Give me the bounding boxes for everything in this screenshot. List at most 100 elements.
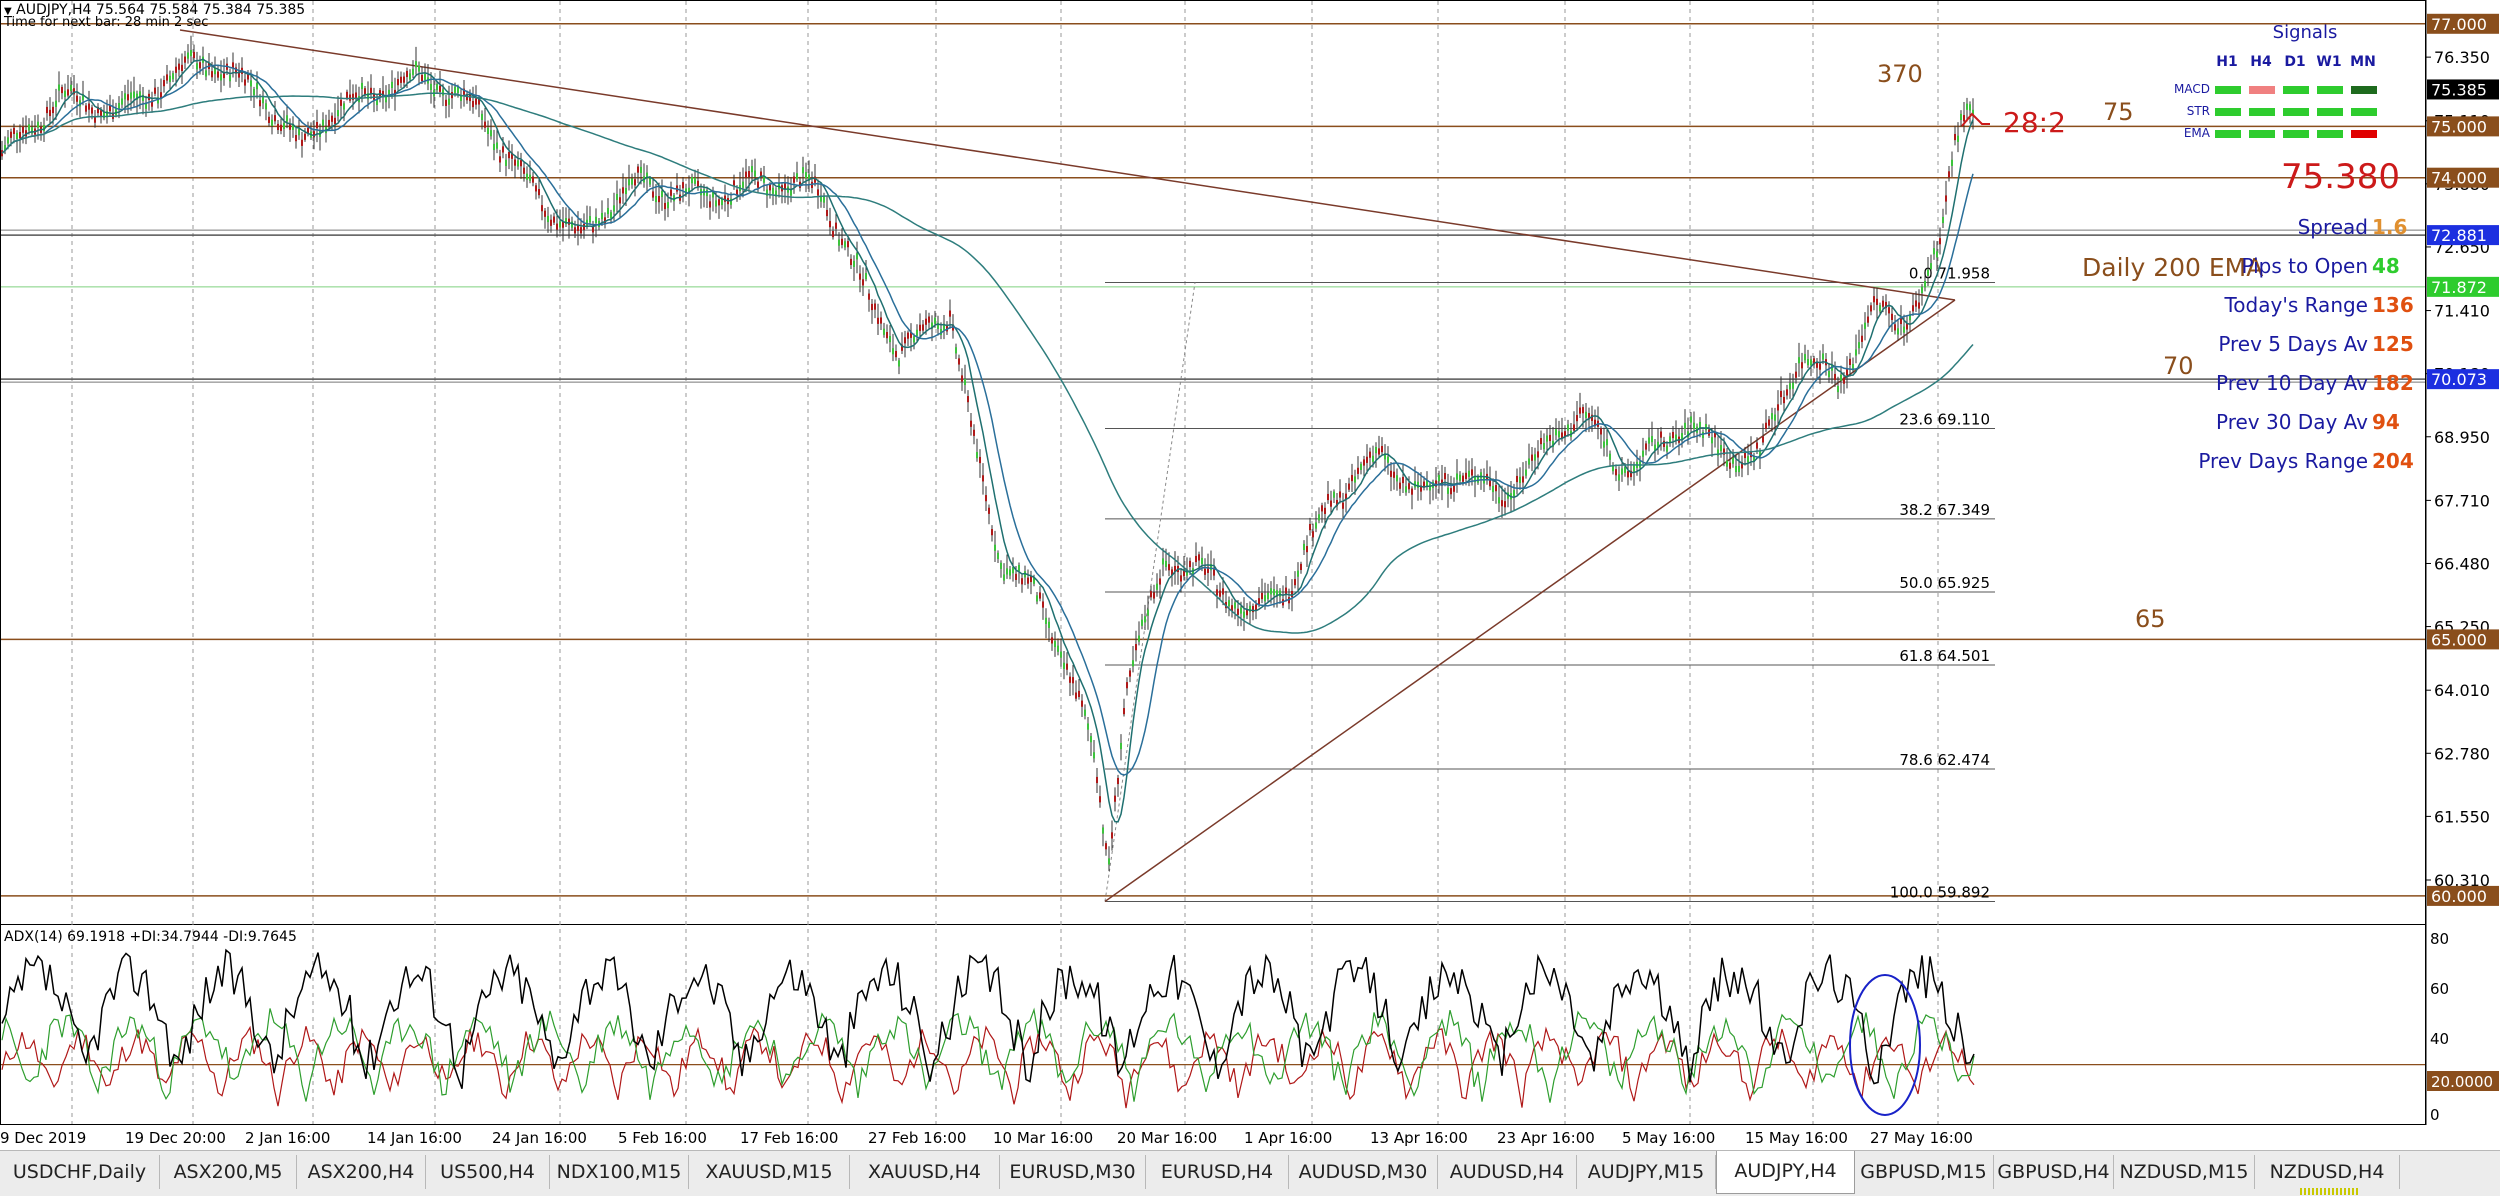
- time-tick-label: 2 Jan 16:00: [245, 1129, 330, 1147]
- chart-tab[interactable]: AUDJPY,M15: [1577, 1155, 1716, 1189]
- vertical-grid: [71, 1, 1939, 1124]
- candle-body: [664, 202, 666, 210]
- signal-cell: [2249, 86, 2275, 94]
- chart-tab[interactable]: NDX100,M15: [550, 1155, 689, 1189]
- price-level-label: 75.385: [2431, 80, 2487, 99]
- candle-body: [1648, 437, 1650, 444]
- candle-body: [1051, 637, 1053, 644]
- candle-body: [520, 160, 522, 167]
- adx-indicator: ADX(14) 69.1918 +DI:34.7944 -DI:9.7645 80…: [1, 929, 2499, 1124]
- candle-body: [1945, 195, 1947, 202]
- candle-body: [409, 73, 411, 80]
- fib-level-label: 100.0 59.892: [1890, 883, 1990, 901]
- chart-tab[interactable]: AUDJPY,H4: [1716, 1151, 1855, 1194]
- candle-body: [1909, 314, 1911, 321]
- highlight-ellipse[interactable]: [1849, 974, 1921, 1116]
- time-tick-label: 20 Mar 16:00: [1117, 1129, 1217, 1147]
- chart-tab[interactable]: XAUUSD,H4: [850, 1155, 1000, 1189]
- chart-tab[interactable]: EURUSD,H4: [1146, 1155, 1289, 1189]
- candle-body: [142, 94, 144, 101]
- candle-body: [406, 70, 408, 78]
- chart-tab[interactable]: GBPUSD,M15: [1854, 1155, 1994, 1189]
- candle-body: [934, 317, 936, 324]
- candle-body: [412, 68, 414, 75]
- signal-cell: [2249, 130, 2275, 138]
- candle-body: [1396, 475, 1398, 482]
- candle-body: [1585, 411, 1587, 418]
- candle-body: [1159, 578, 1161, 585]
- candle-body: [466, 94, 468, 101]
- candle-body: [298, 129, 300, 136]
- candle-body: [1948, 171, 1950, 178]
- chart-tab[interactable]: XAUUSD,M15: [689, 1155, 850, 1189]
- descending-trend-line[interactable]: [179, 29, 1956, 301]
- chart-tab[interactable]: ASX200,H4: [297, 1155, 426, 1189]
- candle-body: [1021, 578, 1023, 585]
- candle-body: [277, 123, 279, 131]
- candle-body: [958, 358, 960, 365]
- candle-body: [514, 159, 516, 166]
- candle-body: [139, 91, 141, 98]
- candle-body: [388, 89, 390, 96]
- candle-body: [307, 127, 309, 134]
- time-tick-label: 19 Dec 20:00: [125, 1129, 226, 1147]
- chart-tab[interactable]: EURUSD,M30: [1000, 1155, 1146, 1189]
- candle-body: [1321, 505, 1323, 512]
- time-tick-label: 1 Apr 16:00: [1244, 1129, 1332, 1147]
- tabs-scroll-handle[interactable]: [2300, 1188, 2360, 1195]
- candle-body: [1534, 454, 1536, 461]
- candle-body: [97, 106, 99, 114]
- candle-body: [655, 195, 657, 203]
- fib-level-label: 50.0 65.925: [1899, 574, 1990, 592]
- candle-body: [52, 106, 54, 114]
- candle-body: [1237, 608, 1239, 615]
- horizontal-levels: [1, 23, 2425, 897]
- collapse-icon[interactable]: ▼: [4, 6, 12, 17]
- candle-body: [1579, 407, 1581, 414]
- chart-tab[interactable]: ASX200,M5: [160, 1155, 297, 1189]
- candle-body: [859, 273, 861, 280]
- chart-tab[interactable]: AUDUSD,H4: [1438, 1155, 1577, 1189]
- candle-body: [616, 193, 618, 201]
- candle-body: [808, 174, 810, 181]
- chart-tab[interactable]: GBPUSD,H4: [1994, 1155, 2114, 1189]
- signal-cell: [2317, 130, 2343, 138]
- candle-body: [646, 172, 648, 179]
- candle-body: [775, 190, 777, 197]
- chart-tab[interactable]: NZDUSD,M15: [2114, 1155, 2255, 1189]
- candle-body: [928, 316, 930, 323]
- chart-tab[interactable]: USDCHF,Daily: [0, 1155, 160, 1189]
- candle-body: [568, 218, 570, 225]
- chart-tab[interactable]: US500,H4: [426, 1155, 550, 1189]
- candle-body: [1423, 481, 1425, 488]
- adx-label: ADX(14) 69.1918 +DI:34.7944 -DI:9.7645: [4, 929, 297, 945]
- candle-body: [673, 195, 675, 202]
- candle-body: [1378, 448, 1380, 455]
- candle-body: [829, 221, 831, 228]
- candle-body: [1075, 692, 1077, 699]
- price-chart[interactable]: 0.0 71.958 23.6 69.110 38.2 67.349 50.0 65.…: [0, 0, 2500, 1150]
- ascending-trend-line[interactable]: [1104, 299, 1956, 903]
- candle-body: [1459, 474, 1461, 481]
- candle-body: [889, 335, 891, 343]
- candle-body: [559, 221, 561, 228]
- candle-body: [1054, 640, 1056, 648]
- candle-body: [1156, 583, 1158, 590]
- candle-body: [1315, 522, 1317, 529]
- adx-axis-tick: 80: [2430, 930, 2449, 948]
- candle-body: [871, 303, 873, 311]
- candle-body: [1789, 383, 1791, 390]
- candle-body: [472, 100, 474, 108]
- bar-timer: Time for next bar: 28 min 2 sec: [4, 15, 209, 30]
- chart-tab[interactable]: NZDUSD,H4: [2255, 1155, 2400, 1189]
- candle-body: [490, 130, 492, 137]
- price-level-label-bg: [2427, 167, 2499, 188]
- info-row-label: Prev Days Range: [2198, 449, 2368, 473]
- candle-body: [1213, 569, 1215, 576]
- info-row-label: Pips to Open: [2241, 254, 2368, 278]
- price-level-label-bg: [2427, 116, 2499, 137]
- candle-body: [1915, 300, 1917, 307]
- candle-body: [70, 84, 72, 91]
- candle-body: [730, 198, 732, 205]
- chart-tab[interactable]: AUDUSD,M30: [1289, 1155, 1438, 1189]
